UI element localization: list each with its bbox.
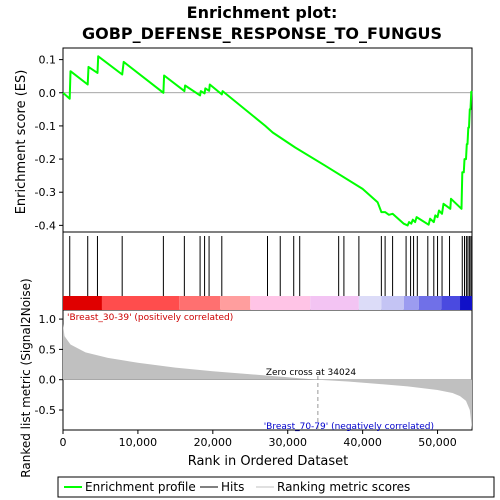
heat-bar-segment-4: [250, 296, 311, 310]
es-y-tick-label-2: -0.1: [35, 120, 56, 133]
es-y-tick-label-0: 0.1: [39, 54, 57, 67]
es-y-axis-label: Enrichment score (ES): [14, 70, 29, 215]
chart-title-line1: Enrichment plot:: [187, 3, 338, 22]
metric-y-tick-label-1: 0.5: [39, 343, 57, 356]
es-layer: [62, 55, 473, 227]
legend-label-metric: Ranking metric scores: [277, 480, 410, 494]
axis-layer: 0.1 0.0 -0.1 -0.2 -0.3 -0.4 1.0 0.5 0.0 -0.5 0 10,0…: [35, 54, 457, 449]
heat-bar-segment-2: [179, 296, 221, 310]
metric-y-axis-label: Ranked list metric (Signal2Noise): [19, 278, 33, 477]
heat-bar-segment-6: [358, 296, 382, 310]
x-tick-label-0: 0: [60, 436, 67, 449]
es-panel-frame: [62, 47, 473, 233]
x-axis-label: Rank in Ordered Dataset: [188, 454, 349, 469]
chart-title-line2: GOBP_DEFENSE_RESPONSE_TO_FUNGUS: [82, 24, 442, 43]
x-tick-label-4: 40,000: [343, 436, 382, 449]
x-tick-label-1: 10,000: [119, 436, 158, 449]
metric-y-tick-label-3: -0.5: [35, 404, 56, 417]
heat-bar-segment-8: [403, 296, 419, 310]
x-tick-label-2: 20,000: [194, 436, 233, 449]
heat-bar-segment-3: [220, 296, 251, 310]
heat-bar-segment-5: [310, 296, 359, 310]
metric-layer: [63, 323, 472, 430]
hits-layer: [63, 236, 472, 310]
negative-correlation-label: 'Breast_70-79' (negatively correlated): [264, 422, 434, 432]
legend-label-hits: Hits: [221, 480, 244, 494]
es-y-tick-label-1: 0.0: [39, 87, 57, 100]
heat-bar-segment-7: [381, 296, 404, 310]
heat-bar-segment-11: [460, 296, 472, 310]
es-y-tick-label-3: -0.2: [35, 153, 56, 166]
zero-cross-label: Zero cross at 34024: [266, 368, 357, 378]
heat-bar-segment-0: [63, 296, 102, 310]
es-y-tick-label-5: -0.4: [35, 219, 56, 232]
es-y-tick-label-4: -0.3: [35, 186, 56, 199]
heat-bar-segment-9: [418, 296, 442, 310]
metric-y-tick-label-2: 0.0: [39, 374, 57, 387]
x-tick-label-3: 30,000: [268, 436, 307, 449]
legend-box: [57, 476, 495, 498]
heat-bar-segment-1: [101, 296, 180, 310]
heat-bar-segment-10: [441, 296, 461, 310]
legend-label-enrichment: Enrichment profile: [85, 480, 196, 494]
x-tick-label-5: 50,000: [418, 436, 457, 449]
positive-correlation-label: 'Breast_30-39' (positively correlated): [67, 313, 233, 323]
ranking-metric-area: [63, 323, 472, 430]
enrichment-profile-line: [62, 55, 473, 227]
metric-y-tick-label-0: 1.0: [39, 313, 57, 326]
